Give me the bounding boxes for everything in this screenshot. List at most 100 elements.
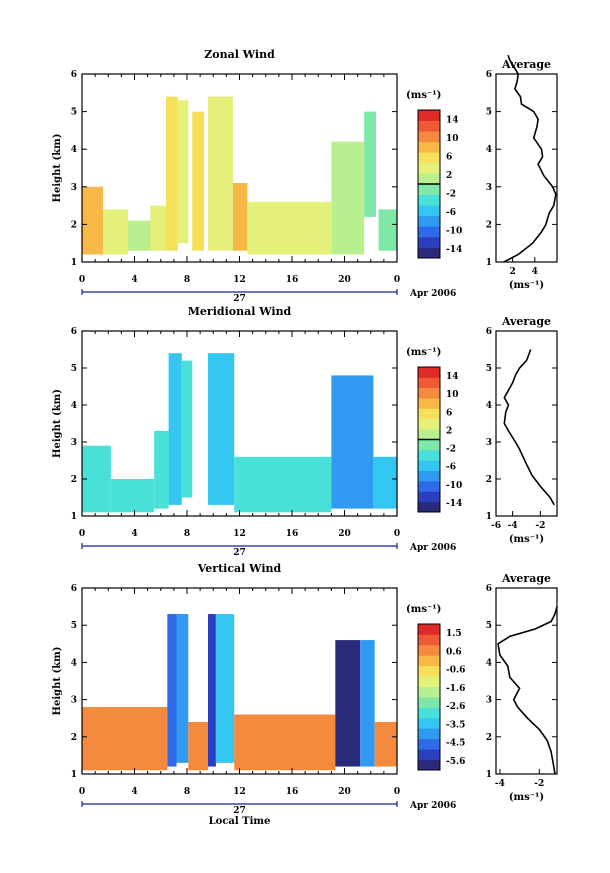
x-tick-label: 0 <box>394 275 400 285</box>
date-label: 27 <box>233 294 246 304</box>
avg-x-tick-label: -2 <box>535 521 545 531</box>
panel-title: Meridional Wind <box>188 305 292 318</box>
y-tick-label: 3 <box>71 438 77 448</box>
avg-y-tick-label: 5 <box>486 621 492 631</box>
average-title: Average <box>501 58 551 71</box>
panel-title: Vertical Wind <box>197 562 282 575</box>
colorbar-swatch <box>418 470 440 482</box>
colorbar-label: 6 <box>446 408 452 418</box>
colorbar-swatch <box>418 184 440 195</box>
y-axis-label: Height (km) <box>52 134 63 203</box>
avg-y-tick-label: 4 <box>486 401 492 411</box>
colorbar-label: 14 <box>446 115 459 125</box>
colorbar-label: -1.6 <box>446 684 465 694</box>
x-tick-label: 16 <box>286 787 299 797</box>
data-cell-6 <box>234 456 332 513</box>
avg-y-tick-label: 1 <box>486 512 492 522</box>
data-cell-9 <box>247 201 332 255</box>
colorbar-swatch <box>418 738 440 750</box>
data-cell-6 <box>234 714 336 771</box>
data-cell-9 <box>374 721 397 767</box>
avg-x-axis-label: (ms⁻¹) <box>509 280 544 291</box>
colorbar-label: -2.6 <box>446 702 465 712</box>
x-tick-label: 4 <box>131 787 137 797</box>
x-tick-label: 4 <box>131 275 137 285</box>
colorbar-swatch <box>418 501 440 513</box>
colorbar-swatch <box>418 644 440 656</box>
y-tick-label: 6 <box>71 584 77 594</box>
x-tick-label: 20 <box>338 275 351 285</box>
data-cell-10 <box>331 141 365 255</box>
colorbar-swatch <box>418 131 440 143</box>
avg-x-tick-label: -6 <box>491 521 501 531</box>
data-cell-7 <box>208 96 233 251</box>
data-cell-4 <box>181 360 193 498</box>
average-frame <box>495 587 558 775</box>
x-tick-label: 4 <box>131 529 137 539</box>
data-cell-8 <box>232 183 248 251</box>
y-tick-label: 1 <box>71 770 77 780</box>
colorbar-swatch <box>418 247 440 259</box>
average-title: Average <box>501 572 551 585</box>
y-tick-label: 6 <box>71 70 77 80</box>
avg-x-tick-label: 4 <box>532 267 538 277</box>
average-profile-line <box>503 54 557 263</box>
colorbar-swatch <box>418 162 440 174</box>
avg-y-tick-label: 2 <box>486 733 492 743</box>
data-cell-4 <box>208 614 216 767</box>
avg-y-tick-label: 5 <box>486 108 492 118</box>
colorbar-swatch <box>418 717 440 729</box>
colorbar-label: 6 <box>446 152 452 162</box>
avg-y-tick-label: 6 <box>486 327 492 337</box>
y-tick-label: 2 <box>71 733 77 743</box>
x-tick-label: 20 <box>338 529 351 539</box>
data-cell-1 <box>110 479 155 513</box>
x-tick-label: 0 <box>79 529 85 539</box>
colorbar-swatch <box>418 728 440 740</box>
x-tick-label: 16 <box>286 529 299 539</box>
date-label: 27 <box>233 548 246 558</box>
y-tick-label: 3 <box>71 183 77 193</box>
data-cell-1 <box>167 614 177 767</box>
data-cell-4 <box>166 96 178 251</box>
avg-y-tick-label: 5 <box>486 364 492 374</box>
colorbar-swatch <box>418 226 440 238</box>
data-cell-6 <box>192 111 205 251</box>
month-label: Apr 2006 <box>409 801 456 811</box>
colorbar-swatch <box>418 707 440 719</box>
colorbar-swatch <box>418 480 440 492</box>
avg-y-tick-label: 3 <box>486 696 492 706</box>
avg-x-tick-label: -4 <box>508 521 518 531</box>
colorbar-label: -6 <box>446 208 456 218</box>
panel-title: Zonal Wind <box>204 48 275 61</box>
colorbar-label: 2 <box>446 171 452 181</box>
month-label: Apr 2006 <box>409 543 456 553</box>
x-tick-label: 20 <box>338 787 351 797</box>
colorbar-label: -5.6 <box>446 757 465 767</box>
colorbar-swatch <box>418 236 440 248</box>
colorbar-swatch <box>418 377 440 389</box>
y-tick-label: 5 <box>71 108 77 118</box>
average-title: Average <box>501 315 551 328</box>
avg-y-tick-label: 3 <box>486 183 492 193</box>
data-cell-0 <box>82 707 168 771</box>
average-frame <box>495 330 558 517</box>
colorbar-swatch <box>418 120 440 132</box>
avg-y-tick-label: 4 <box>486 658 492 668</box>
data-cell-7 <box>331 375 374 509</box>
colorbar-swatch <box>418 398 440 409</box>
y-tick-label: 1 <box>71 258 77 268</box>
data-cell-8 <box>373 456 397 509</box>
avg-y-tick-label: 1 <box>486 770 492 780</box>
x-tick-label: 0 <box>79 275 85 285</box>
colorbar-swatch <box>418 624 440 635</box>
colorbar-swatch <box>418 460 440 471</box>
data-cell-5 <box>177 100 189 244</box>
colorbar-swatch <box>418 367 440 378</box>
colorbar-unit: (ms⁻¹) <box>406 604 441 615</box>
avg-y-tick-label: 2 <box>486 220 492 230</box>
colorbar-label: -14 <box>446 245 462 255</box>
avg-x-tick-label: -4 <box>495 779 505 789</box>
x-tick-label: 12 <box>233 529 246 539</box>
